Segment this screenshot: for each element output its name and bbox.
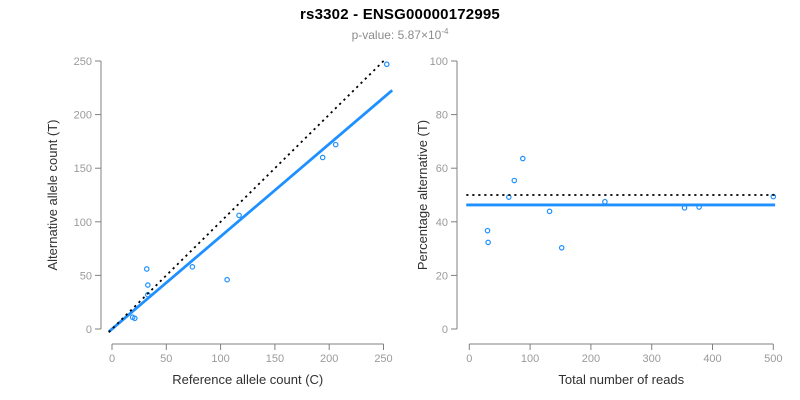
pvalue-prefix: p-value: bbox=[351, 27, 398, 42]
percentage-vs-reads-x-tick-label: 100 bbox=[521, 353, 539, 365]
allele-counts-data-point bbox=[132, 315, 138, 322]
percentage-vs-reads-y-tick-label: 20 bbox=[436, 270, 448, 282]
allele-counts-x-tick-label: 100 bbox=[211, 353, 229, 365]
allele-counts-x-tick-label: 0 bbox=[109, 353, 115, 365]
percentage-vs-reads-y-tick-label: 80 bbox=[436, 110, 448, 122]
percentage-vs-reads-x-tick-label: 200 bbox=[582, 353, 600, 365]
pvalue-exponent: -4 bbox=[441, 26, 449, 36]
percentage-vs-reads-y-tick-label: 40 bbox=[436, 217, 448, 229]
percentage-vs-reads-data-point bbox=[511, 177, 518, 184]
percentage-vs-reads-y-axis-title: Percentage alternative (T) bbox=[415, 120, 430, 270]
allele-counts-data-point bbox=[143, 266, 150, 272]
percentage-vs-reads-data-point bbox=[485, 239, 491, 246]
allele-counts-data-point bbox=[236, 212, 242, 219]
percentage-vs-reads-data-point bbox=[681, 205, 688, 211]
percentage-vs-reads-x-tick-label: 300 bbox=[643, 353, 661, 365]
percentage-vs-reads-x-tick-label: 400 bbox=[703, 353, 721, 365]
allele-counts-data-point bbox=[224, 276, 230, 283]
allele-counts-y-tick-label: 150 bbox=[74, 163, 92, 175]
allele-counts-x-axis-title: Reference allele count (C) bbox=[172, 372, 323, 387]
allele-counts-data-point bbox=[319, 154, 326, 161]
percentage-vs-reads-data-point bbox=[602, 198, 608, 205]
allele-counts-y-axis-title: Alternative allele count (T) bbox=[45, 119, 60, 270]
allele-counts-y-tick-label: 0 bbox=[86, 324, 92, 336]
percentage-vs-reads-data-point bbox=[546, 208, 553, 215]
allele-counts-x-tick-label: 50 bbox=[160, 353, 172, 365]
allele-counts-data-point bbox=[332, 141, 339, 148]
percentage-vs-reads-y-tick-label: 0 bbox=[442, 324, 448, 336]
allele-counts-y-tick-label: 100 bbox=[74, 217, 92, 229]
allele-counts-data-point bbox=[189, 264, 196, 270]
allele-counts-data-point bbox=[145, 282, 151, 288]
allele-counts-y-tick-label: 250 bbox=[74, 56, 92, 68]
allele-counts-y-tick-label: 200 bbox=[74, 110, 92, 122]
pvalue-mantissa: 5.87×10 bbox=[397, 27, 442, 42]
figure-title: rs3302 - ENSG00000172995 bbox=[300, 6, 500, 23]
percentage-vs-reads-y-tick-label: 100 bbox=[430, 56, 448, 68]
percentage-vs-reads-y-tick-label: 60 bbox=[436, 163, 448, 175]
allele-counts-x-tick-label: 150 bbox=[266, 353, 284, 365]
figure-header: rs3302 - ENSG00000172995 p-value: 5.87×1… bbox=[0, 6, 800, 42]
allele-counts-x-tick-label: 200 bbox=[320, 353, 338, 365]
percentage-vs-reads-x-tick-label: 500 bbox=[764, 353, 782, 365]
percentage-vs-reads-x-axis-title: Total number of reads bbox=[558, 372, 684, 387]
pvalue-subtitle: p-value: 5.87×10-4 bbox=[0, 26, 800, 42]
percentage-vs-reads-x-tick-label: 0 bbox=[466, 353, 472, 365]
percentage-vs-reads-data-point bbox=[484, 227, 491, 234]
allele-counts-y-tick-label: 50 bbox=[80, 270, 92, 282]
allele-counts-identity-line bbox=[108, 58, 387, 333]
percentage-vs-reads-data-point bbox=[520, 155, 526, 162]
allele-counts-x-tick-label: 250 bbox=[374, 353, 392, 365]
allele-counts-data-point bbox=[383, 61, 390, 68]
allele-counts-regression-fit-line bbox=[107, 89, 394, 333]
percentage-vs-reads-data-point bbox=[558, 244, 565, 251]
